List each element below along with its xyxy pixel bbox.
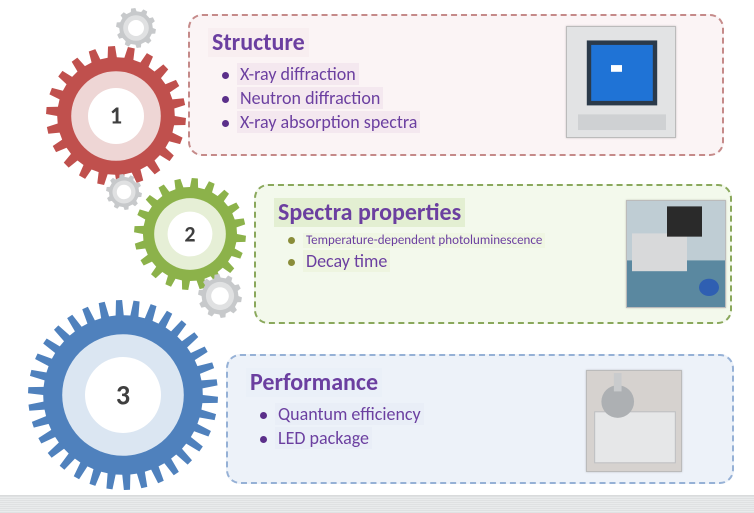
bullet-icon	[222, 120, 229, 127]
bullet-icon	[288, 259, 295, 266]
gear-number: 3	[116, 378, 130, 413]
bullet-icon	[260, 436, 267, 443]
small-gear-mid	[106, 174, 142, 210]
panel-heading: Spectra properties	[274, 198, 465, 227]
gear-number: 1	[110, 102, 122, 131]
small-gear-top	[116, 8, 156, 48]
equipment-sphere	[586, 370, 682, 472]
equipment-spectrometer	[626, 200, 726, 308]
bullet-icon	[222, 72, 229, 79]
bullet-icon	[222, 96, 229, 103]
footer-bar	[0, 495, 754, 513]
panel-heading: Structure	[208, 28, 309, 57]
gear-number: 2	[184, 221, 195, 248]
gear-1: 1	[46, 46, 186, 186]
small-gear-lower	[198, 274, 242, 318]
bullet-icon	[260, 412, 267, 419]
equipment-xrd	[566, 26, 676, 138]
infographic-canvas: { "layout": { "width": 754, "height": 51…	[0, 0, 754, 513]
gear-3: 3	[28, 300, 218, 490]
bullet-icon	[288, 237, 295, 244]
panel-heading: Performance	[246, 368, 382, 397]
